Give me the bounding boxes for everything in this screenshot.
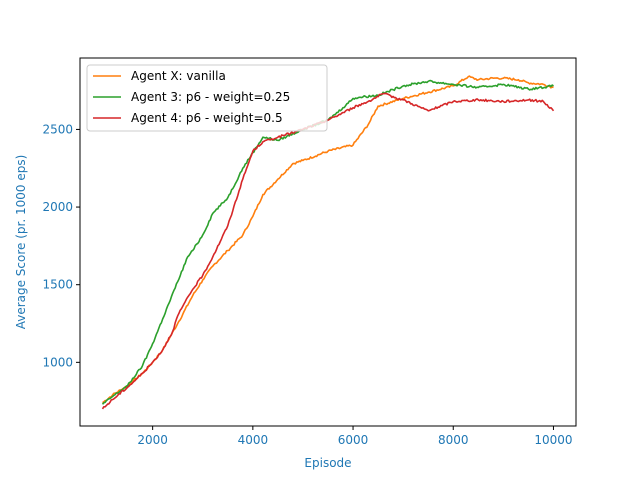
y-tick-label: 2500 (42, 122, 73, 136)
x-axis-label: Episode (304, 456, 351, 470)
series-line (102, 75, 554, 404)
series-line (101, 92, 555, 410)
legend-label: Agent 4: p6 - weight=0.5 (131, 111, 283, 125)
y-tick-label: 1500 (42, 278, 73, 292)
legend-label: Agent 3: p6 - weight=0.25 (131, 90, 290, 104)
plot-frame (79, 57, 577, 427)
legend-box (86, 64, 328, 132)
x-tick-label: 4000 (238, 433, 269, 447)
y-axis-label: Average Score (pr. 1000 eps) (14, 155, 28, 330)
y-tick-label: 2000 (42, 200, 73, 214)
x-tick-label: 2000 (137, 433, 168, 447)
x-tick-label: 6000 (338, 433, 369, 447)
legend-label: Agent X: vanilla (131, 69, 226, 83)
y-tick-label: 1000 (42, 355, 73, 369)
series-layer (101, 75, 555, 410)
legend: Agent X: vanilla Agent 3: p6 - weight=0.2… (86, 64, 328, 132)
x-tick-label: 10000 (534, 433, 572, 447)
x-tick-label: 8000 (438, 433, 469, 447)
tick-layer: 2000 4000 6000 8000 10000 1000 1500 2000 2500 (42, 122, 572, 447)
